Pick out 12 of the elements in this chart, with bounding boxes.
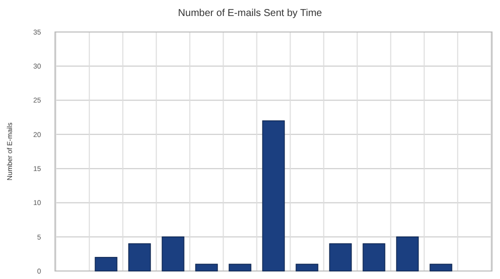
chart-title: Number of E-mails Sent by Time [178, 8, 322, 19]
bar [94, 256, 118, 272]
bar [195, 264, 218, 272]
bar [262, 120, 285, 272]
bar [430, 264, 452, 272]
bar [228, 264, 252, 272]
bar [329, 243, 352, 272]
bar [296, 264, 318, 272]
bar [128, 243, 151, 272]
bar [162, 236, 184, 272]
bar [396, 236, 419, 272]
bar [362, 243, 386, 272]
